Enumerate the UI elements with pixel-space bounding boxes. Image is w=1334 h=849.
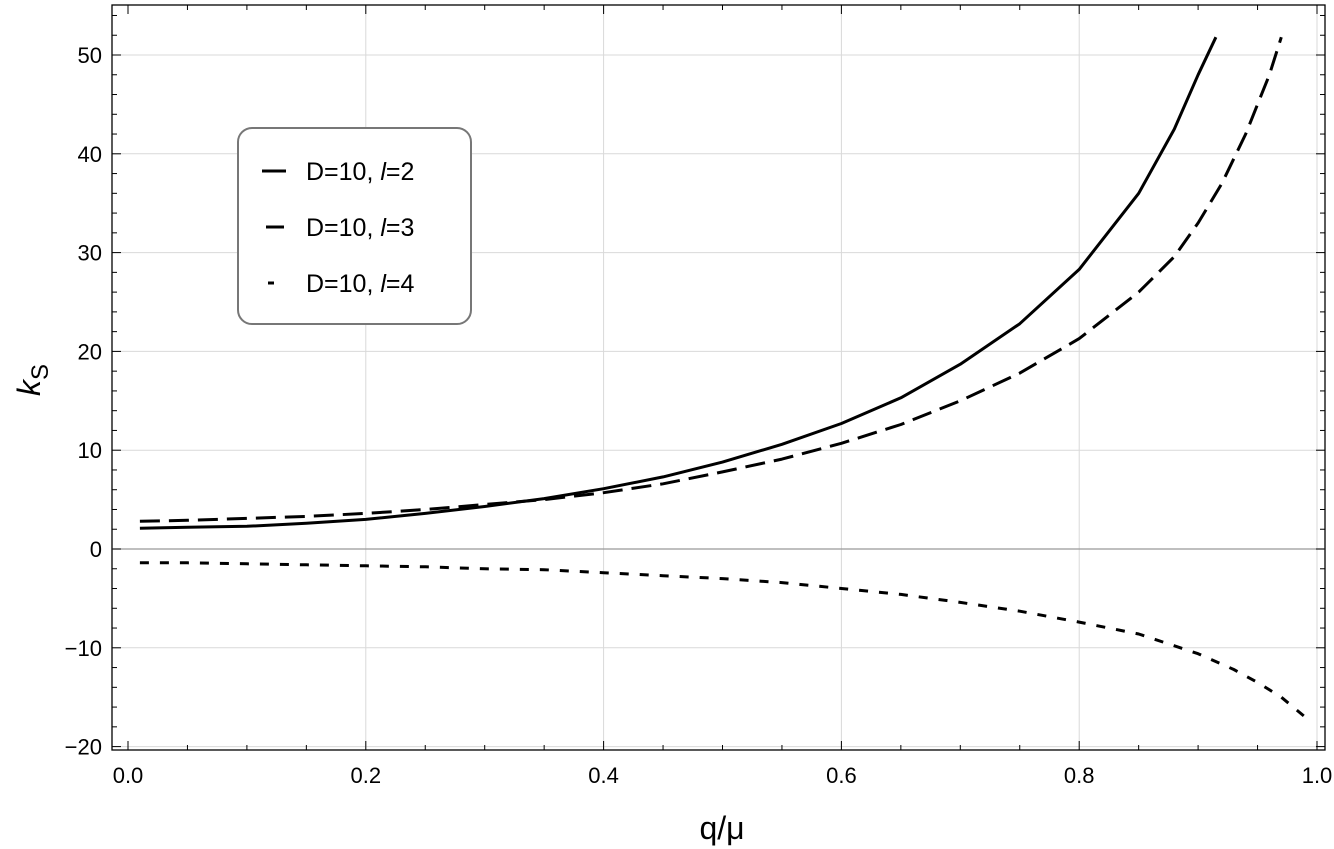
y-tick-label: 50 [78, 43, 102, 68]
grid [112, 5, 1325, 750]
series-line-2 [139, 36, 1283, 523]
y-tick-label: −20 [65, 735, 102, 760]
y-tick-label: 10 [78, 438, 102, 463]
y-axis-title: kS [11, 364, 54, 396]
x-tick-label: 0.8 [1064, 763, 1095, 788]
y-axis-title-subscript: S [27, 364, 54, 380]
x-tick-label: 0.6 [826, 763, 857, 788]
legend-label-2: D=10, l=3 [306, 214, 414, 242]
y-axis-title-base: k [11, 378, 47, 396]
legend: D=10, l=2 D=10, l=3 D=10, l=4 [237, 127, 472, 325]
plot-frame [111, 4, 1326, 751]
x-tick-label: 0.0 [113, 763, 144, 788]
y-tick-label: −10 [65, 636, 102, 661]
y-tick-label: 40 [78, 142, 102, 167]
y-tick-label: 20 [78, 339, 102, 364]
legend-label-3: D=10, l=4 [306, 270, 415, 298]
legend-box [237, 127, 472, 325]
x-tick-label: 0.4 [588, 763, 619, 788]
plot-border [111, 4, 1326, 751]
y-tick-label: 0 [90, 537, 102, 562]
x-tick-label: 1.0 [1302, 763, 1333, 788]
series-line-3 [139, 561, 1307, 719]
series-layer [139, 36, 1307, 719]
x-axis-title: q/μ [699, 810, 744, 846]
x-tick-label: 0.2 [351, 763, 382, 788]
legend-label-1: D=10, l=2 [306, 158, 414, 186]
axis-ticks [112, 5, 1325, 750]
series-line-1 [139, 36, 1218, 530]
tick-labels: 0.0 0.2 0.4 0.6 0.8 1.0 −20 −10 0 10 20 30 40 50 [65, 43, 1333, 788]
y-tick-label: 30 [78, 241, 102, 266]
